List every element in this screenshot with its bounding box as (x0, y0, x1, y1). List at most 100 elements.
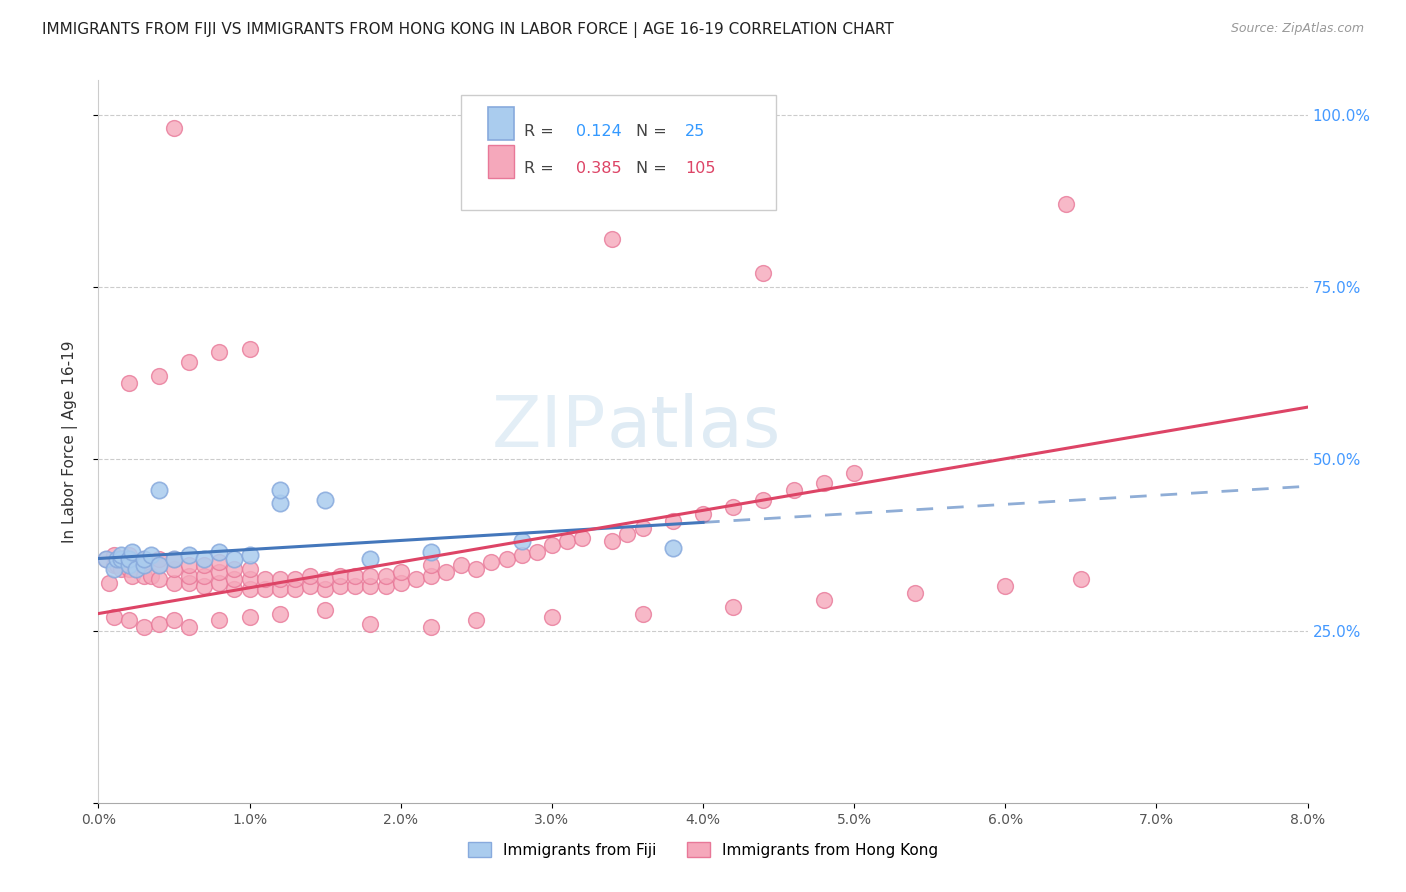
Point (540, 610, 562, 624)
Point (329, 568, 352, 582)
Point (94, 551, 117, 566)
Text: 25: 25 (685, 124, 706, 138)
Point (329, 579, 352, 593)
Point (224, 551, 246, 566)
Point (360, 579, 382, 593)
Point (389, 566, 412, 580)
Point (344, 568, 367, 582)
Point (510, 548, 533, 562)
Point (224, 562, 246, 576)
Point (110, 548, 132, 562)
Point (813, 592, 835, 607)
Point (723, 599, 745, 614)
Point (103, 548, 125, 562)
Point (132, 620, 155, 634)
Text: 0.385: 0.385 (576, 161, 621, 177)
Point (269, 582, 291, 597)
Point (193, 551, 215, 566)
Point (692, 507, 714, 521)
Point (148, 572, 170, 586)
Point (179, 355, 201, 369)
Point (284, 582, 307, 597)
Point (420, 568, 443, 582)
Point (314, 493, 336, 508)
Point (314, 603, 336, 617)
Bar (488, 107, 515, 139)
Text: R =: R = (524, 161, 560, 177)
Point (118, 614, 141, 628)
Point (148, 558, 170, 573)
FancyBboxPatch shape (461, 95, 776, 211)
Point (481, 555, 503, 569)
Point (110, 551, 132, 566)
Point (118, 548, 141, 562)
Point (420, 558, 443, 573)
Point (284, 572, 307, 586)
Point (163, 614, 186, 628)
Point (360, 551, 382, 566)
Point (510, 534, 533, 549)
Point (118, 551, 141, 566)
Point (540, 538, 562, 552)
Point (103, 558, 125, 573)
Point (163, 551, 186, 566)
Point (616, 527, 638, 541)
Point (253, 572, 276, 586)
Point (631, 520, 654, 534)
Point (752, 493, 775, 508)
Point (405, 572, 427, 586)
Point (253, 582, 276, 597)
Point (420, 544, 443, 558)
Point (163, 551, 186, 566)
Point (602, 534, 624, 549)
Point (118, 551, 141, 566)
Point (555, 534, 578, 549)
Y-axis label: In Labor Force | Age 16-19: In Labor Force | Age 16-19 (62, 340, 77, 543)
Text: ZIP: ZIP (492, 392, 606, 461)
Point (239, 548, 262, 562)
Text: 0.124: 0.124 (576, 124, 621, 138)
Point (723, 500, 745, 514)
Point (495, 551, 517, 566)
Bar (488, 145, 515, 178)
Point (208, 575, 231, 590)
Point (420, 620, 443, 634)
Point (314, 582, 336, 597)
Point (994, 579, 1017, 593)
Text: N =: N = (637, 161, 672, 177)
Point (661, 541, 683, 556)
Point (208, 555, 231, 569)
Point (844, 466, 866, 480)
Point (148, 616, 170, 631)
Point (602, 231, 624, 245)
Point (224, 572, 246, 586)
Point (239, 572, 262, 586)
Point (314, 572, 336, 586)
Point (360, 568, 382, 582)
Point (132, 568, 155, 582)
Point (132, 558, 155, 573)
Point (103, 610, 125, 624)
Point (208, 614, 231, 628)
Point (661, 514, 683, 528)
Point (224, 582, 246, 597)
Point (141, 568, 163, 582)
Text: 105: 105 (685, 161, 716, 177)
Point (239, 582, 262, 597)
Point (1054, 197, 1077, 211)
Point (450, 558, 472, 573)
Point (179, 620, 201, 634)
Point (193, 558, 215, 573)
Point (208, 566, 231, 580)
Point (163, 575, 186, 590)
Point (121, 568, 143, 582)
Point (179, 575, 201, 590)
Text: Source: ZipAtlas.com: Source: ZipAtlas.com (1230, 22, 1364, 36)
Text: atlas: atlas (606, 392, 780, 461)
Text: N =: N = (637, 124, 672, 138)
Point (239, 562, 262, 576)
Point (465, 562, 488, 576)
Point (904, 586, 927, 600)
Point (389, 575, 412, 590)
Point (434, 566, 457, 580)
